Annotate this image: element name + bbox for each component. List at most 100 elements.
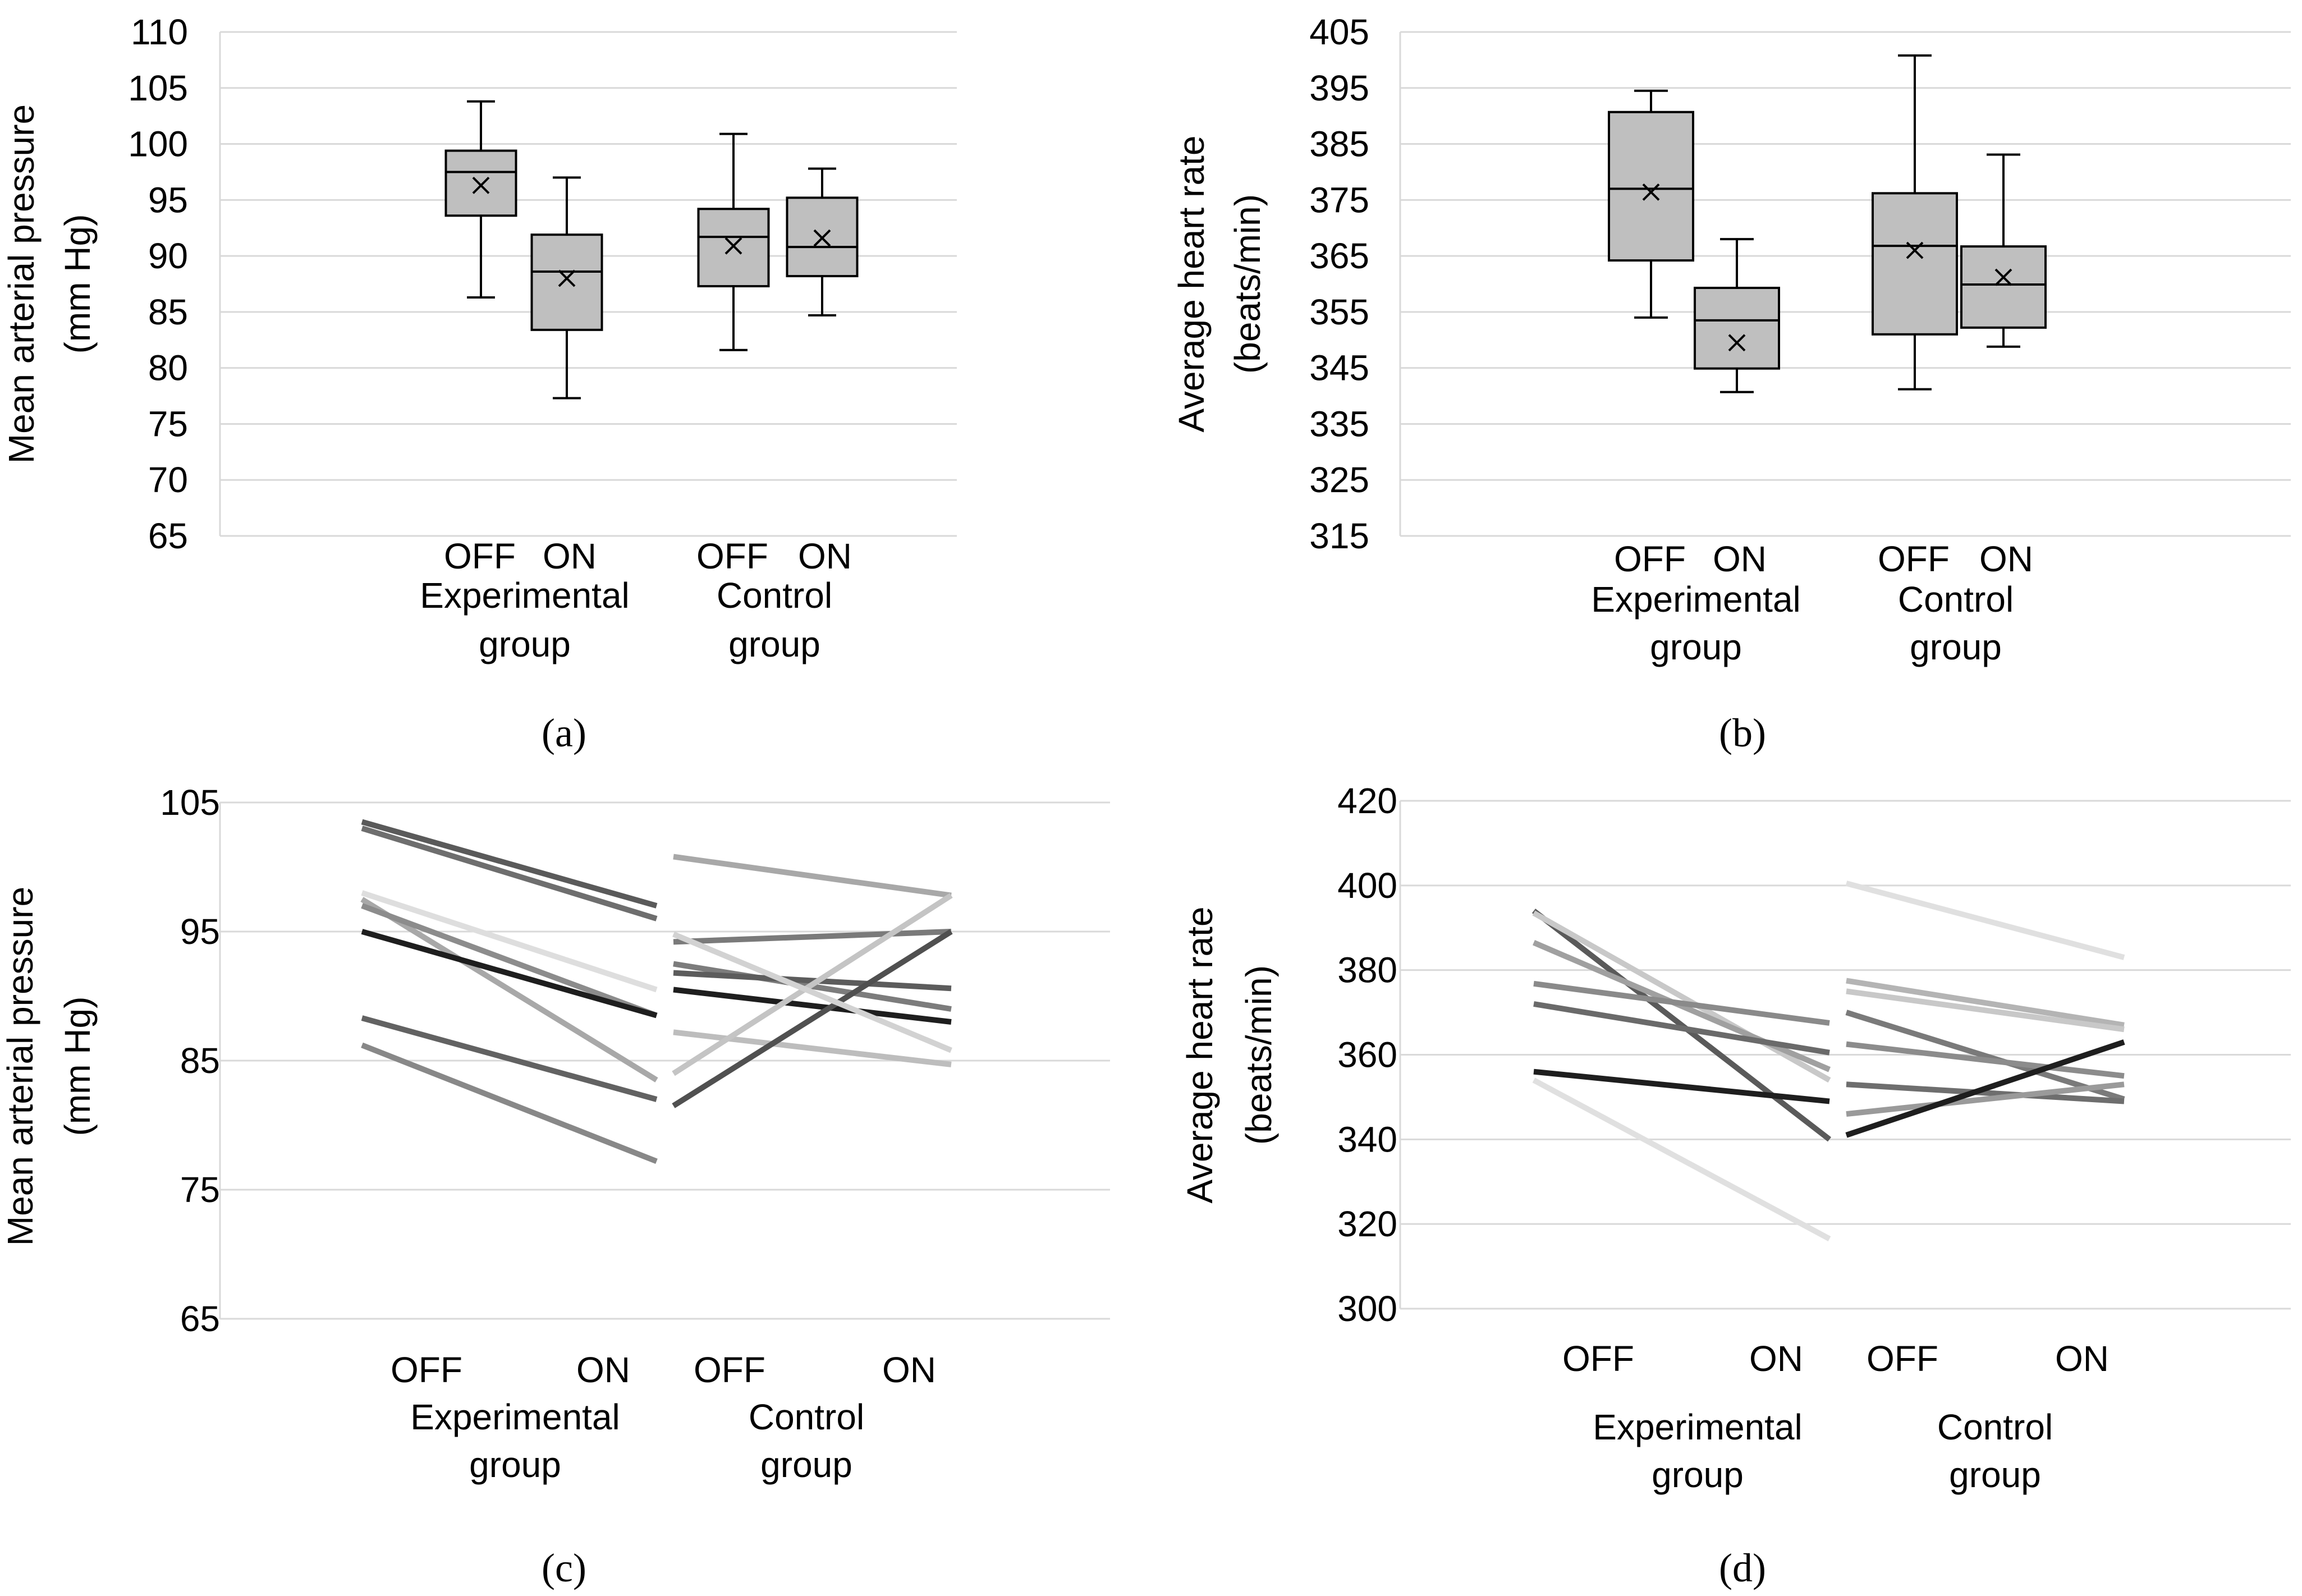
box-iqr (444, 149, 517, 217)
x-group-label: Control (1937, 1407, 2053, 1447)
x-group-label: Control (717, 575, 832, 616)
subject-line-experimental (360, 897, 658, 1083)
y-tick-label: 315 (1309, 516, 1369, 556)
box-iqr (1694, 286, 1780, 370)
box-experimental-on (530, 176, 603, 400)
x-group-label: Experimental (420, 575, 630, 616)
y-tick-label: 90 (148, 236, 188, 276)
x-group-label: Experimental (1593, 1407, 1803, 1447)
box-experimental-off (1608, 89, 1694, 319)
y-tick-label: 340 (1337, 1119, 1397, 1159)
x-category-label: ON (1979, 539, 2033, 579)
y-axis-label: Mean arterial pressure (0, 887, 40, 1246)
subject-line-experimental (361, 1042, 658, 1164)
subject-line-experimental (361, 1015, 658, 1102)
subject-line-experimental (1531, 909, 1832, 1142)
x-category-label: OFF (1562, 1338, 1634, 1379)
y-axis-label: (beats/min) (1239, 965, 1279, 1145)
mean-marker (1728, 334, 1746, 352)
x-category-label: OFF (391, 1350, 462, 1390)
mean-marker (724, 237, 742, 255)
panel-d-chart: 300 320 340 360 380 400 420 Average heart rate (… (1180, 781, 2291, 1495)
y-tick-label: 75 (180, 1170, 220, 1210)
subject-line-experimental (361, 929, 658, 1019)
x-group-label: Control (749, 1397, 864, 1437)
y-tick-label: 100 (128, 124, 188, 164)
subject-line-control (672, 929, 953, 1108)
y-axis-label: Average heart rate (1180, 907, 1220, 1204)
subject-line-experimental (1533, 1068, 1830, 1104)
panel-label-d: (d) (1719, 1545, 1766, 1590)
x-group-label: group (1910, 627, 2002, 667)
y-tick-label: 105 (160, 782, 220, 823)
box-iqr (530, 233, 603, 331)
y-tick-label: 395 (1309, 68, 1369, 108)
panel-label-a: (a) (542, 710, 586, 755)
x-category-label: OFF (1878, 539, 1950, 579)
box-iqr (1608, 111, 1694, 262)
mean-marker (1906, 241, 1924, 259)
x-category-label: OFF (696, 536, 768, 576)
y-axis-label: Mean arterial pressure (1, 104, 42, 464)
y-tick-label: 105 (128, 68, 188, 108)
box-control-on (786, 167, 859, 317)
panel-label-c: (c) (542, 1545, 586, 1590)
y-tick-label: 345 (1309, 348, 1369, 388)
y-tick-label: 65 (148, 516, 188, 556)
box-iqr (1872, 192, 1958, 336)
panel-c-chart: 65 75 85 95 105 Mean arterial pressure (mm Hg)… (0, 782, 1110, 1485)
y-tick-label: 375 (1309, 180, 1369, 220)
x-group-label: group (1650, 627, 1742, 667)
subject-line-control (673, 929, 952, 945)
x-group-label: group (479, 624, 571, 664)
x-category-label: ON (1749, 1338, 1803, 1379)
y-tick-label: 400 (1337, 865, 1397, 906)
panel-label-b: (b) (1719, 710, 1766, 755)
x-group-label: group (760, 1444, 852, 1485)
subject-line-experimental (361, 825, 658, 921)
x-category-label: OFF (694, 1350, 765, 1390)
y-tick-label: 325 (1309, 460, 1369, 500)
x-group-label: group (469, 1444, 561, 1485)
y-tick-label: 85 (148, 292, 188, 332)
y-axis-label: (beats/min) (1227, 194, 1268, 374)
box-control-off (1872, 54, 1958, 391)
subject-line-control (672, 893, 953, 1076)
subject-line-control (673, 970, 952, 992)
y-tick-label: 385 (1309, 124, 1369, 164)
subject-line-experimental (361, 819, 658, 909)
x-group-label: Control (1898, 579, 2014, 620)
subject-line-control (1846, 1041, 2125, 1079)
x-group-label: Experimental (410, 1397, 620, 1437)
y-axis-label: Average heart rate (1171, 136, 1212, 433)
y-tick-label: 380 (1337, 950, 1397, 990)
subject-line-control (673, 1029, 952, 1067)
panel-b-chart: 315 325 335 345 355 365 375 385 395 405 Average he… (1171, 12, 2291, 667)
y-tick-label: 300 (1337, 1288, 1397, 1329)
y-tick-label: 75 (148, 403, 188, 444)
panel-a-chart: 65 70 75 80 85 90 95 100 105 110 Mean arterial pre… (1, 12, 957, 664)
x-category-label: ON (576, 1350, 630, 1390)
mean-marker (1994, 268, 2012, 286)
x-category-label: ON (1713, 539, 1767, 579)
y-tick-label: 355 (1309, 292, 1369, 332)
y-tick-label: 405 (1309, 12, 1369, 52)
subject-line-control (673, 987, 952, 1025)
subject-line-control (1846, 1081, 2125, 1117)
subject-line-experimental (361, 890, 658, 993)
subject-line-control (1846, 1081, 2125, 1104)
y-tick-label: 335 (1309, 403, 1369, 444)
y-axis-label: (mm Hg) (57, 214, 98, 354)
subject-line-control (1845, 880, 2125, 960)
mean-marker (813, 229, 831, 247)
box-experimental-off (444, 100, 517, 299)
x-group-label: group (1652, 1455, 1744, 1495)
y-tick-label: 85 (180, 1040, 220, 1081)
box-experimental-on (1694, 238, 1780, 393)
x-category-label: ON (798, 536, 852, 576)
y-tick-label: 95 (180, 911, 220, 952)
subject-line-control (1845, 1039, 2125, 1138)
subject-line-experimental (1532, 1077, 1831, 1241)
x-group-label: Experimental (1591, 579, 1801, 620)
